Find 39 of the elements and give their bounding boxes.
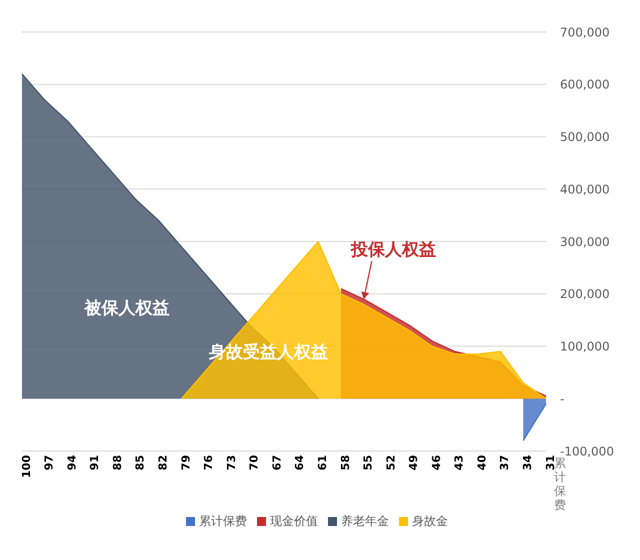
x-tick-label: 100: [20, 454, 33, 478]
y-tick-label: 400,000: [560, 182, 610, 196]
legend-label: 累计保费: [199, 514, 247, 528]
text: 累计保费: [554, 456, 566, 512]
x-tick-label: 43: [452, 455, 466, 470]
x-tick-label: 73: [224, 455, 238, 470]
x-tick-label: 82: [156, 455, 170, 470]
x-tick-label: 94: [65, 454, 78, 470]
y-tick-label: 600,000: [560, 78, 610, 92]
x-tick-label: 67: [270, 455, 284, 470]
y-tick-label: 200,000: [560, 287, 610, 302]
x-tick-label: 61: [316, 455, 329, 470]
x-tick-label: 79: [179, 455, 192, 470]
x-tick-label: 52: [384, 455, 398, 470]
y-tick-label: 100,000: [560, 340, 610, 354]
x-tick-label: 40: [475, 454, 488, 470]
x-tick-label: 46: [430, 454, 443, 470]
x-tick-label: 37: [498, 455, 512, 470]
y-tick-label: 700,000: [560, 25, 610, 40]
x-tick-label: 49: [407, 455, 420, 470]
legend-label: 养老年金: [341, 514, 389, 528]
annotation: 被保人权益: [83, 298, 170, 319]
x-tick-label: 34: [521, 454, 534, 470]
y-tick-label: -: [560, 392, 564, 406]
x-tick-label: 97: [42, 455, 56, 470]
y-tick-label: 500,000: [560, 130, 610, 144]
x-tick-label: 88: [110, 455, 124, 470]
legend-label: 现金价值: [270, 514, 318, 528]
x-tick-label: 76: [202, 454, 216, 470]
x-tick-label: 58: [338, 455, 352, 470]
x-tick-label: 91: [88, 455, 102, 470]
y-tick-label: 300,000: [560, 234, 610, 249]
legend-label: 身故金: [412, 514, 448, 528]
x-tick-label: 64: [293, 454, 306, 470]
x-tick-label: 70: [248, 454, 261, 470]
x-tick-label: 55: [362, 455, 375, 470]
y-tick-label: -100,000: [560, 444, 614, 458]
annotation: 投保人权益: [350, 240, 436, 260]
x-tick-label: 85: [134, 455, 147, 470]
